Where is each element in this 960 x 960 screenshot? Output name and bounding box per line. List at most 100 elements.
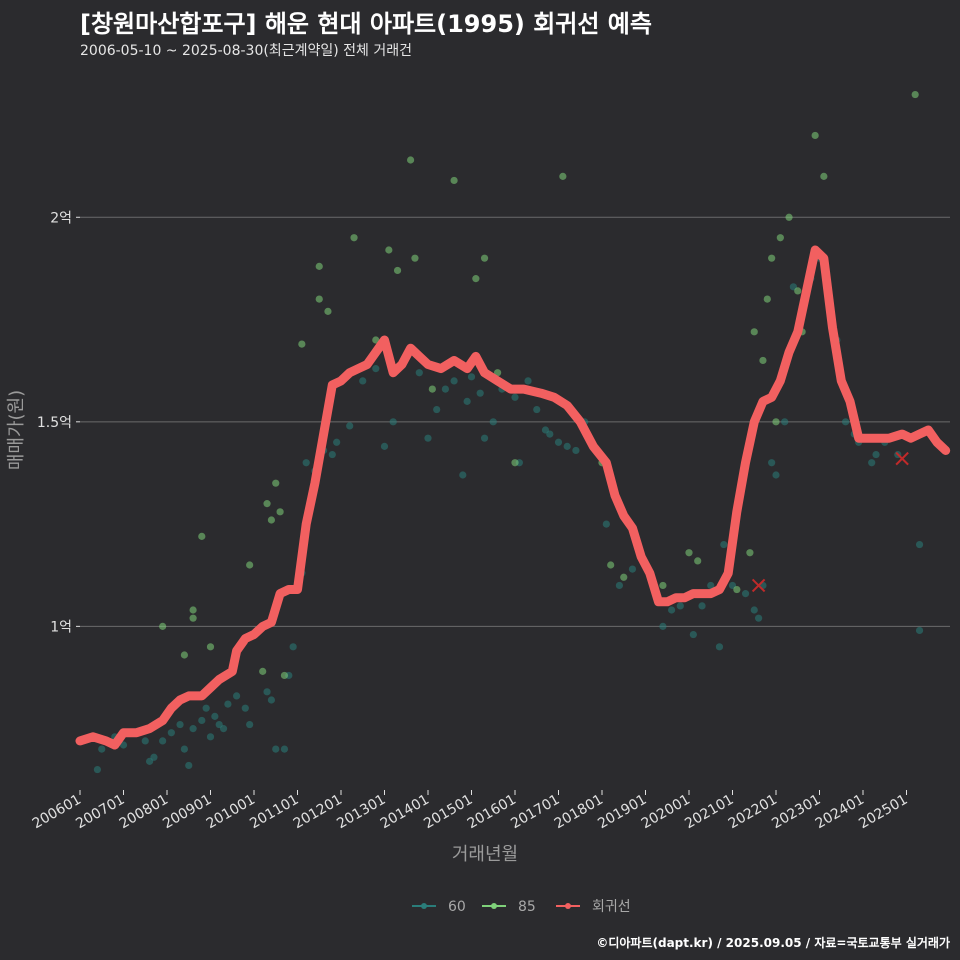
data-point-85 — [411, 254, 419, 262]
data-point-60 — [720, 540, 728, 549]
data-point-60 — [476, 389, 484, 397]
data-point-85 — [315, 295, 323, 303]
legend-label: 회귀선 — [592, 899, 631, 915]
data-point-60 — [563, 442, 571, 450]
data-point-85 — [772, 418, 780, 426]
data-point-85 — [180, 651, 188, 659]
data-point-85 — [620, 573, 628, 581]
data-point-60 — [185, 761, 193, 770]
x-tick-label: 202301 — [769, 792, 823, 833]
data-point-60 — [119, 741, 128, 749]
data-point-60 — [328, 450, 336, 459]
legend-item-60: 60 — [412, 899, 466, 915]
predicted-marker-stroke — [895, 451, 909, 466]
chart-title: [창원마산합포구] 해운 현대 아파트(1995) 회귀선 예측 — [80, 10, 652, 38]
x-tick-label: 202001 — [639, 792, 693, 833]
x-tick-label: 200601 — [30, 792, 84, 833]
data-point-85 — [511, 459, 519, 467]
x-tick-label: 202401 — [813, 792, 867, 833]
data-point-60 — [755, 614, 763, 622]
y-axis-ticks: 1억 1.5억 2억 — [37, 210, 80, 635]
data-point-60 — [533, 405, 541, 414]
regression-line-layer — [75, 245, 951, 750]
data-point-60 — [707, 581, 715, 590]
data-point-85 — [759, 356, 767, 365]
data-point-60 — [267, 696, 275, 704]
data-point-60 — [489, 418, 497, 426]
x-tick-label: 201601 — [465, 792, 519, 833]
data-point-85 — [276, 508, 284, 516]
data-point-60 — [459, 471, 467, 479]
data-point-85 — [794, 287, 802, 295]
data-point-85 — [206, 643, 215, 651]
x-tick-label: 200901 — [160, 792, 214, 833]
data-point-85 — [267, 516, 275, 524]
data-point-60 — [176, 720, 184, 729]
data-point-60 — [263, 688, 271, 696]
source-caption: ©디아파트(dapt.kr) / 2025.09.05 / 자료=국토교통부 실… — [596, 936, 950, 950]
data-point-60 — [572, 446, 580, 455]
data-point-60 — [480, 434, 489, 442]
data-point-60 — [93, 765, 101, 774]
data-point-60 — [628, 565, 637, 573]
data-point-60 — [380, 442, 389, 450]
data-point-85 — [685, 549, 693, 557]
data-point-60 — [698, 602, 706, 610]
data-point-85 — [750, 328, 758, 336]
data-point-85 — [372, 336, 380, 344]
data-point-60 — [715, 643, 724, 651]
data-point-60 — [615, 581, 624, 590]
data-point-60 — [750, 606, 758, 614]
data-point-85 — [159, 622, 167, 630]
data-point-60 — [198, 716, 206, 725]
y-tick-label: 1억 — [50, 619, 72, 635]
predicted-marker — [751, 578, 766, 593]
y-axis-label: 매매가(원) — [6, 390, 27, 470]
data-point-60 — [676, 602, 684, 610]
data-point-85 — [559, 172, 567, 180]
legend-dot — [565, 903, 571, 909]
data-point-85 — [385, 246, 393, 254]
data-point-60 — [98, 745, 106, 753]
data-point-60 — [524, 377, 532, 385]
legend-dot — [491, 903, 497, 909]
data-point-85 — [259, 667, 267, 675]
data-point-85 — [480, 254, 489, 262]
x-axis-ticks: 2006012007012008012009012010012011012012… — [30, 790, 911, 832]
data-point-85 — [763, 295, 771, 303]
data-point-60 — [415, 369, 423, 377]
data-point-60 — [289, 643, 297, 651]
data-point-85 — [450, 176, 458, 185]
data-point-60 — [602, 520, 610, 528]
data-point-60 — [233, 692, 241, 700]
x-tick-label: 201001 — [204, 792, 258, 833]
y-tick-label: 1.5억 — [37, 415, 72, 431]
data-point-60 — [441, 385, 449, 393]
data-point-85 — [911, 90, 919, 99]
data-point-60 — [272, 745, 280, 753]
legend-item-reg: 회귀선 — [556, 899, 631, 915]
x-tick-label: 202101 — [682, 792, 736, 833]
data-point-85 — [607, 561, 615, 569]
x-tick-label: 201401 — [378, 792, 432, 833]
data-point-60 — [915, 540, 924, 549]
data-point-85 — [811, 131, 819, 140]
data-point-60 — [302, 459, 310, 467]
legend-label: 85 — [518, 899, 536, 915]
legend-dot — [421, 903, 427, 909]
x-tick-label: 201901 — [595, 792, 649, 833]
data-point-60 — [768, 459, 776, 467]
data-point-60 — [915, 626, 924, 635]
data-point-60 — [772, 471, 780, 479]
data-point-60 — [280, 745, 289, 753]
data-point-60 — [842, 418, 850, 426]
x-tick-label: 201101 — [247, 792, 301, 833]
data-point-60 — [872, 450, 880, 459]
data-point-85 — [407, 156, 415, 164]
data-point-60 — [372, 365, 380, 373]
data-point-85 — [189, 614, 197, 622]
regression-line — [75, 245, 951, 750]
data-point-60 — [450, 377, 458, 385]
predicted-marker-stroke — [751, 578, 766, 593]
